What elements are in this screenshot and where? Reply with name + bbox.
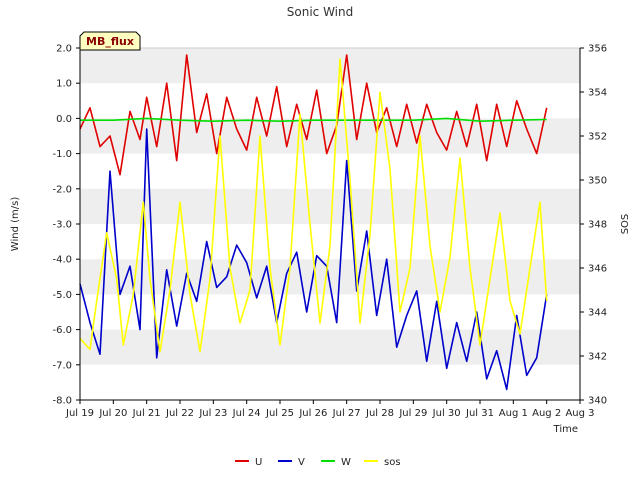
x-tick-label: Jul 24 <box>232 408 261 419</box>
y2-tick-label: 346 <box>588 264 607 275</box>
y-tick-label: -1.0 <box>52 149 72 160</box>
y-tick-label: -4.0 <box>52 255 72 266</box>
x-tick-label: Jul 28 <box>365 408 394 419</box>
legend-label-w: W <box>341 457 351 468</box>
x-tick-label: Jul 29 <box>398 408 427 419</box>
y-tick-label: -6.0 <box>52 325 72 336</box>
series-line-w <box>80 117 547 122</box>
chart-title: Sonic Wind <box>287 5 353 19</box>
y2-tick-label: 344 <box>588 308 607 319</box>
x-tick-label: Jul 26 <box>298 408 327 419</box>
x-tick-label: Jul 31 <box>465 408 494 419</box>
x-tick-label: Jul 27 <box>332 408 361 419</box>
x-tick-label: Jul 22 <box>165 408 194 419</box>
y2-tick-label: 352 <box>588 132 607 143</box>
legend-label-u: U <box>255 457 262 468</box>
legend-label-v: V <box>298 457 305 468</box>
x-tick-label: Aug 3 <box>565 408 594 419</box>
x-axis-title: Time <box>553 424 578 435</box>
y-axis-title: Wind (m/s) <box>10 197 21 252</box>
series-line-sos <box>79 58 548 353</box>
y2-tick-label: 356 <box>588 44 607 55</box>
badge-label: MB_flux <box>86 35 134 48</box>
series-line-u <box>79 54 548 176</box>
x-tick-label: Jul 21 <box>132 408 161 419</box>
grid-band <box>80 188 580 224</box>
y2-axis-title: SOS <box>620 214 631 235</box>
y-tick-label: -7.0 <box>52 360 72 371</box>
badge-shape <box>79 31 141 51</box>
grid-band <box>80 118 580 154</box>
y2-tick-label: 354 <box>588 88 607 99</box>
badge: MB_flux <box>79 31 141 51</box>
legend-label-sos: sos <box>384 457 401 468</box>
grid-band <box>80 48 580 84</box>
y2-tick-label: 348 <box>588 220 607 231</box>
y-axis-right: 340 342 344 346 348 350 352 354 356 <box>579 44 607 407</box>
y-tick-label: -8.0 <box>52 396 72 407</box>
grid-bands <box>80 48 580 365</box>
y2-tick-label: 350 <box>588 176 607 187</box>
y-tick-label: 1.0 <box>56 79 72 90</box>
x-tick-label: Jul 25 <box>265 408 294 419</box>
y-tick-label: 2.0 <box>56 44 72 55</box>
y2-tick-label: 340 <box>588 396 607 407</box>
x-tick-label: Jul 23 <box>198 408 227 419</box>
x-axis: Jul 19 Jul 20 Jul 21 Jul 22 Jul 23 Jul 24 Jul … <box>65 399 595 419</box>
y-tick-label: -3.0 <box>52 220 72 231</box>
x-tick-label: Jul 20 <box>98 408 127 419</box>
x-tick-label: Aug 1 <box>499 408 528 419</box>
y-tick-label: -5.0 <box>52 290 72 301</box>
x-tick-label: Aug 2 <box>532 408 561 419</box>
x-tick-label: Jul 19 <box>65 408 94 419</box>
series-group <box>79 54 548 391</box>
y-tick-label: -2.0 <box>52 184 72 195</box>
x-tick-label: Jul 30 <box>432 408 461 419</box>
y-tick-label: 0.0 <box>56 114 72 125</box>
y2-tick-label: 342 <box>588 352 607 363</box>
y-axis-left: -8.0 -7.0 -6.0 -5.0 -4.0 -3.0 -2.0 -1.0 0.0 1.0 2.… <box>52 44 81 407</box>
